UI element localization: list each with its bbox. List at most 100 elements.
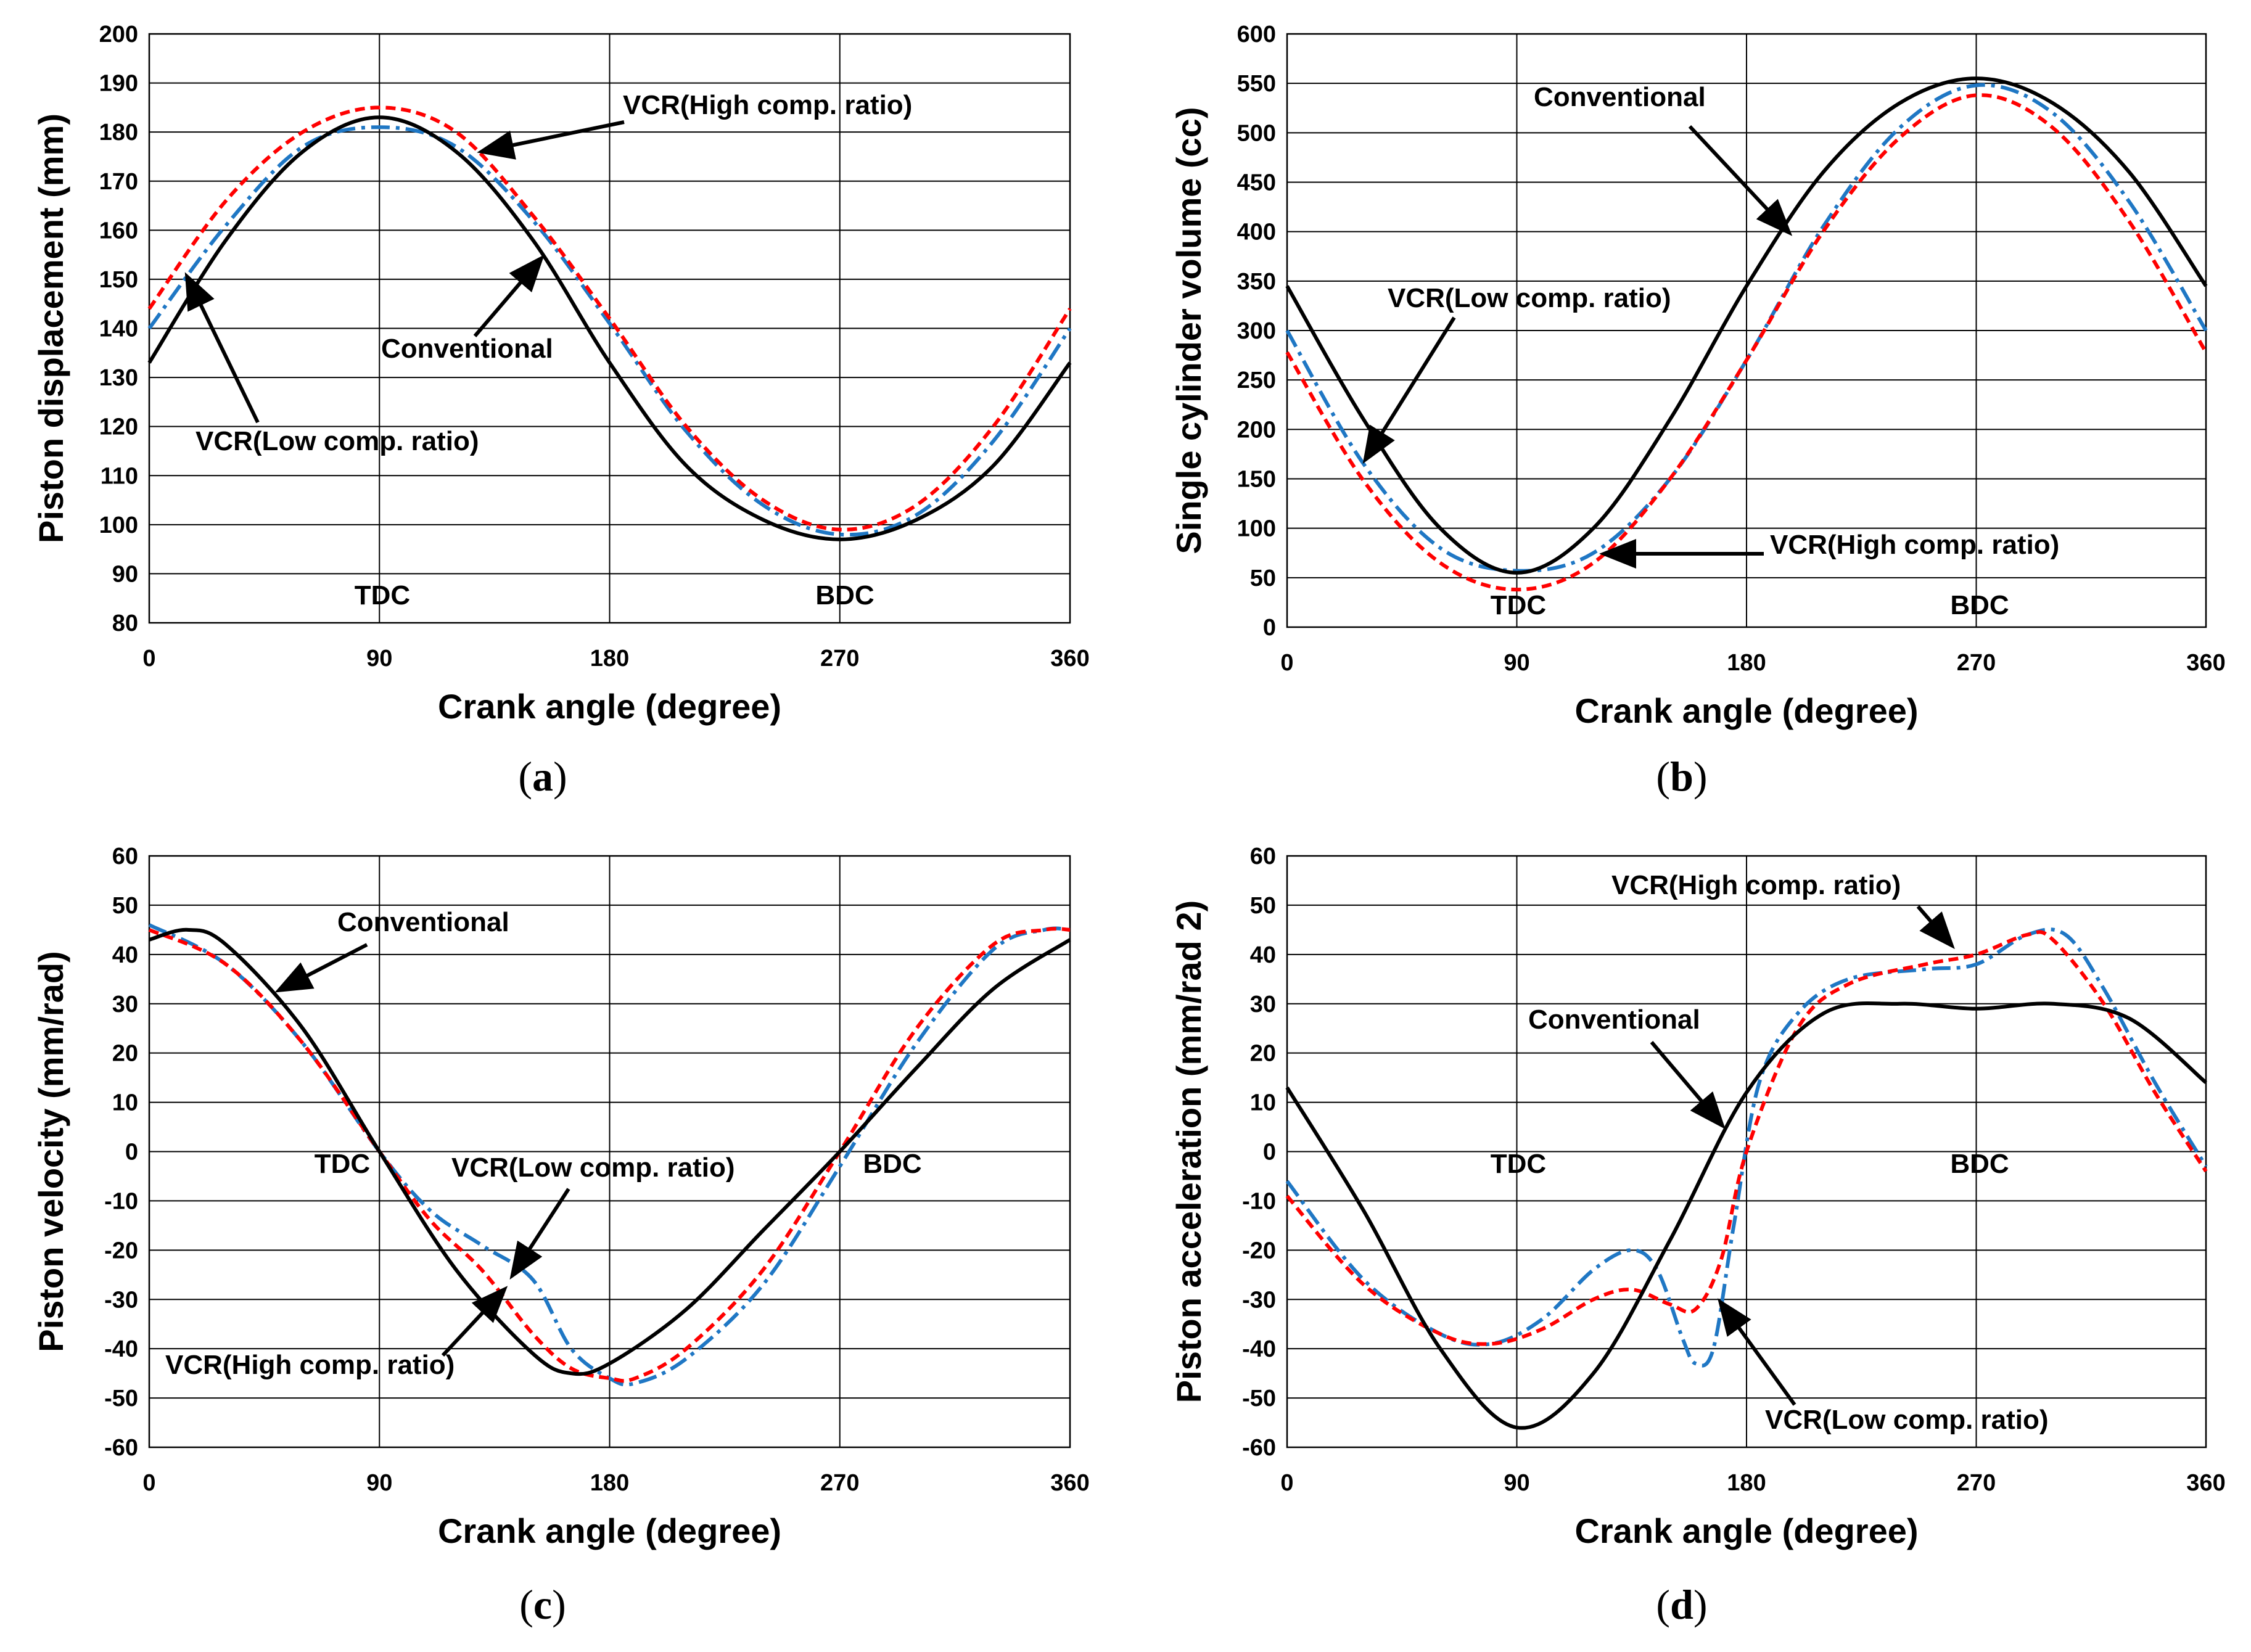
- subfigure-caption: (b): [1656, 753, 1707, 800]
- y-tick-label: 40: [112, 942, 138, 968]
- x-tick-label: 270: [820, 1470, 859, 1496]
- y-tick-label: 100: [1237, 516, 1276, 542]
- marker-label-tdc: TDC: [1491, 590, 1546, 620]
- y-tick-label: 10: [112, 1090, 138, 1116]
- y-tick-label: 600: [1237, 22, 1276, 47]
- annotation-arrow: [1916, 905, 1955, 950]
- subfigure-caption: (c): [519, 1581, 566, 1628]
- y-tick-label: 150: [99, 267, 138, 293]
- caption-letter: d: [1670, 1581, 1693, 1628]
- y-tick-label: -60: [1242, 1435, 1276, 1461]
- series-line-2: [147, 125, 1072, 537]
- y-axis-title: Piston displacement (mm): [31, 113, 70, 543]
- y-tick-label: 50: [112, 893, 138, 919]
- y-tick-label: 200: [99, 22, 138, 47]
- y-tick-label: 350: [1237, 269, 1276, 295]
- caption-close-paren: ): [1693, 1581, 1708, 1628]
- caption-open-paren: (: [1656, 753, 1670, 800]
- y-tick-label: 80: [112, 610, 138, 636]
- x-tick-label: 90: [1504, 650, 1529, 676]
- y-tick-label: 10: [1250, 1090, 1276, 1116]
- annotation-label: VCR(High comp. ratio): [165, 1350, 455, 1380]
- chart-panel-a: 80 90 100 110 120 130 140 150 160 170 180 190 200 0 90…: [31, 22, 1090, 800]
- y-tick-label: -10: [1242, 1188, 1276, 1214]
- y-tick-label: -30: [104, 1287, 138, 1313]
- y-tick-label: 20: [1250, 1041, 1276, 1067]
- y-tick-label: 200: [1237, 417, 1276, 443]
- x-axis-title: Crank angle (degree): [1574, 691, 1918, 730]
- annotation-label: VCR(High comp. ratio): [623, 90, 912, 120]
- plot-frame: [1286, 855, 2207, 1449]
- y-tick-label: 400: [1237, 220, 1276, 245]
- y-tick-label: -20: [104, 1238, 138, 1264]
- x-tick-label: 180: [590, 646, 629, 672]
- y-tick-label: 120: [99, 414, 138, 440]
- series-line-0: [147, 115, 1072, 541]
- annotation-arrow: [441, 1286, 508, 1357]
- caption-close-paren: ): [1693, 753, 1708, 800]
- chart-panel-b: 0 50 100 150 200 250 300 350 400 450 500 550 600 0 90 1…: [1169, 22, 2226, 800]
- x-tick-label: 90: [366, 646, 392, 672]
- y-tick-label: 0: [125, 1140, 138, 1165]
- x-tick-label: 270: [820, 646, 859, 672]
- x-tick-label: 180: [1727, 650, 1766, 676]
- annotation-label: Conventional: [337, 907, 509, 937]
- caption-open-paren: (: [519, 1581, 533, 1628]
- chart-panel-d: -60 -50 -40 -30 -20 -10 0 10 20 30 40 50 60 0 90 180 270…: [1169, 844, 2226, 1628]
- series-line-1: [1285, 930, 2208, 1346]
- x-tick-label: 0: [1280, 1470, 1293, 1496]
- annotation-arrow: [473, 254, 545, 337]
- y-tick-label: -10: [104, 1188, 138, 1214]
- annotation-arrow: [1362, 316, 1456, 464]
- plot-frame: [148, 855, 1071, 1449]
- y-tick-label: -30: [1242, 1287, 1276, 1313]
- x-tick-label: 0: [142, 1470, 155, 1496]
- annotation-label: VCR(High comp. ratio): [1611, 870, 1901, 900]
- subfigure-caption: (a): [518, 753, 567, 800]
- caption-letter: b: [1670, 753, 1693, 800]
- caption-letter: c: [533, 1581, 552, 1628]
- marker-label-tdc: TDC: [1491, 1149, 1546, 1179]
- caption-open-paren: (: [1656, 1581, 1670, 1628]
- annotation-arrow: [184, 272, 260, 424]
- y-tick-label: 60: [1250, 844, 1276, 869]
- x-tick-label: 180: [590, 1470, 629, 1496]
- y-tick-label: 110: [101, 463, 138, 489]
- y-tick-label: 450: [1237, 170, 1276, 196]
- marker-label-tdc: TDC: [355, 580, 410, 610]
- x-tick-label: 360: [1050, 646, 1089, 672]
- annotation-label: VCR(Low comp. ratio): [1388, 283, 1671, 313]
- x-axis-title: Crank angle (degree): [438, 1511, 781, 1550]
- y-tick-label: 150: [1237, 467, 1276, 493]
- y-tick-label: 0: [1263, 615, 1276, 641]
- y-tick-label: -50: [104, 1386, 138, 1412]
- x-tick-label: 0: [1280, 650, 1293, 676]
- series-line-0: [1285, 76, 2208, 575]
- annotation-arrow: [1717, 1298, 1796, 1406]
- series-line-1: [1285, 93, 2208, 592]
- series-line-1: [148, 927, 1071, 1383]
- x-axis-title: Crank angle (degree): [438, 687, 781, 726]
- y-tick-label: 160: [99, 218, 138, 244]
- y-axis-title: Single cylinder volume (cc): [1169, 107, 1208, 554]
- annotation-label: VCR(Low comp. ratio): [195, 426, 479, 456]
- caption-letter: a: [532, 753, 553, 800]
- annotation-arrow: [1688, 125, 1793, 236]
- y-tick-label: 40: [1250, 942, 1276, 968]
- series-line-0: [1285, 1001, 2207, 1430]
- x-tick-label: 0: [142, 646, 155, 672]
- x-tick-label: 180: [1727, 1470, 1766, 1496]
- annotation-label: VCR(Low comp. ratio): [1765, 1405, 2049, 1435]
- y-tick-label: -40: [1242, 1336, 1276, 1362]
- caption-close-paren: ): [552, 1581, 566, 1628]
- subfigure-caption: (d): [1656, 1581, 1707, 1628]
- x-tick-label: 360: [2186, 1470, 2225, 1496]
- y-tick-label: 20: [112, 1041, 138, 1067]
- y-tick-label: 90: [112, 561, 138, 587]
- marker-label-bdc: BDC: [815, 580, 874, 610]
- marker-label-bdc: BDC: [1950, 1149, 2009, 1179]
- caption-open-paren: (: [518, 753, 532, 800]
- y-tick-label: -50: [1242, 1386, 1276, 1412]
